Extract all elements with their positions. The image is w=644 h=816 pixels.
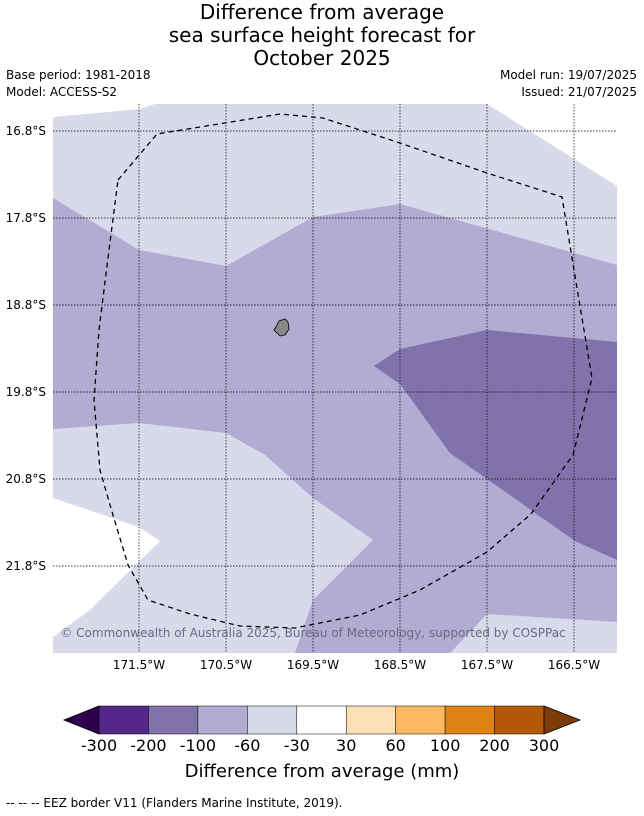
- lon-label: 168.5°W: [374, 658, 426, 672]
- lat-label: 17.8°S: [6, 211, 46, 225]
- colorbar-swatch: [395, 705, 446, 735]
- colorbar-tick-label: -100: [179, 736, 217, 755]
- colorbar-tick-label: 300: [528, 736, 560, 755]
- contour-light-top: [53, 104, 617, 266]
- colorbar-swatch: [494, 705, 545, 735]
- footnote: -- -- -- EEZ border V11 (Flanders Marine…: [6, 796, 343, 810]
- sea-level-map: © Commonwealth of Australia 2025, Bureau…: [6, 104, 617, 672]
- lon-label: 170.5°W: [200, 658, 252, 672]
- colorbar-swatch: [247, 705, 298, 735]
- base-period: Base period: 1981-2018: [6, 68, 151, 82]
- colorbar-swatch: [296, 705, 347, 735]
- colorbar-extend-low: [62, 705, 100, 735]
- map-nodata-bottom-left: [53, 498, 160, 637]
- eez-border: [93, 113, 593, 629]
- colorbar-swatch: [345, 705, 396, 735]
- colorbar-tick-label: 100: [429, 736, 461, 755]
- title-line-3: October 2025: [253, 46, 391, 70]
- colorbar-extend-high: [543, 705, 582, 735]
- contour-light-bottom-right: [450, 614, 617, 653]
- model-run: Model run: 19/07/2025: [499, 68, 637, 82]
- colorbar-tick-label: -60: [234, 736, 261, 755]
- lat-label: 19.8°S: [6, 385, 46, 399]
- island: [273, 318, 290, 337]
- colorbar-tick-label: 60: [385, 736, 406, 755]
- lon-label: 171.5°W: [113, 658, 165, 672]
- copyright-text: © Commonwealth of Australia 2025, Bureau…: [60, 626, 565, 640]
- colorbar-tick-label: 30: [336, 736, 357, 755]
- issued-date: Issued: 21/07/2025: [521, 85, 637, 99]
- colorbar-tick-label: 200: [479, 736, 510, 755]
- colorbar-tick-label: -30: [283, 736, 310, 755]
- contour-light-bottom-left: [53, 423, 373, 653]
- lat-label: 21.8°S: [6, 559, 46, 573]
- map-nodata-top-right: [487, 104, 617, 186]
- lat-label: 18.8°S: [6, 298, 46, 312]
- colorbar-swatch: [197, 705, 248, 735]
- lat-label: 16.8°S: [6, 124, 46, 138]
- lon-label: 169.5°W: [287, 658, 339, 672]
- model-name: Model: ACCESS-S2: [6, 85, 118, 99]
- lon-label: 166.5°W: [548, 658, 600, 672]
- colorbar-swatch: [444, 705, 495, 735]
- colorbar-title: Difference from average (mm): [184, 761, 460, 782]
- colorbar-swatches: [62, 705, 582, 735]
- colorbar-tick-label: -200: [130, 736, 167, 755]
- colorbar-swatch: [148, 705, 199, 735]
- colorbar-tick-label: -300: [80, 736, 118, 755]
- colorbar-swatch: [98, 705, 149, 735]
- lat-label: 20.8°S: [6, 472, 46, 486]
- graticule: [53, 104, 617, 653]
- title-line-1: Difference from average: [199, 0, 445, 24]
- map-nodata-top: [53, 104, 155, 117]
- lon-label: 167.5°W: [461, 658, 513, 672]
- title-line-2: sea surface height forecast for: [168, 23, 476, 47]
- contour-dark-right: [374, 330, 617, 560]
